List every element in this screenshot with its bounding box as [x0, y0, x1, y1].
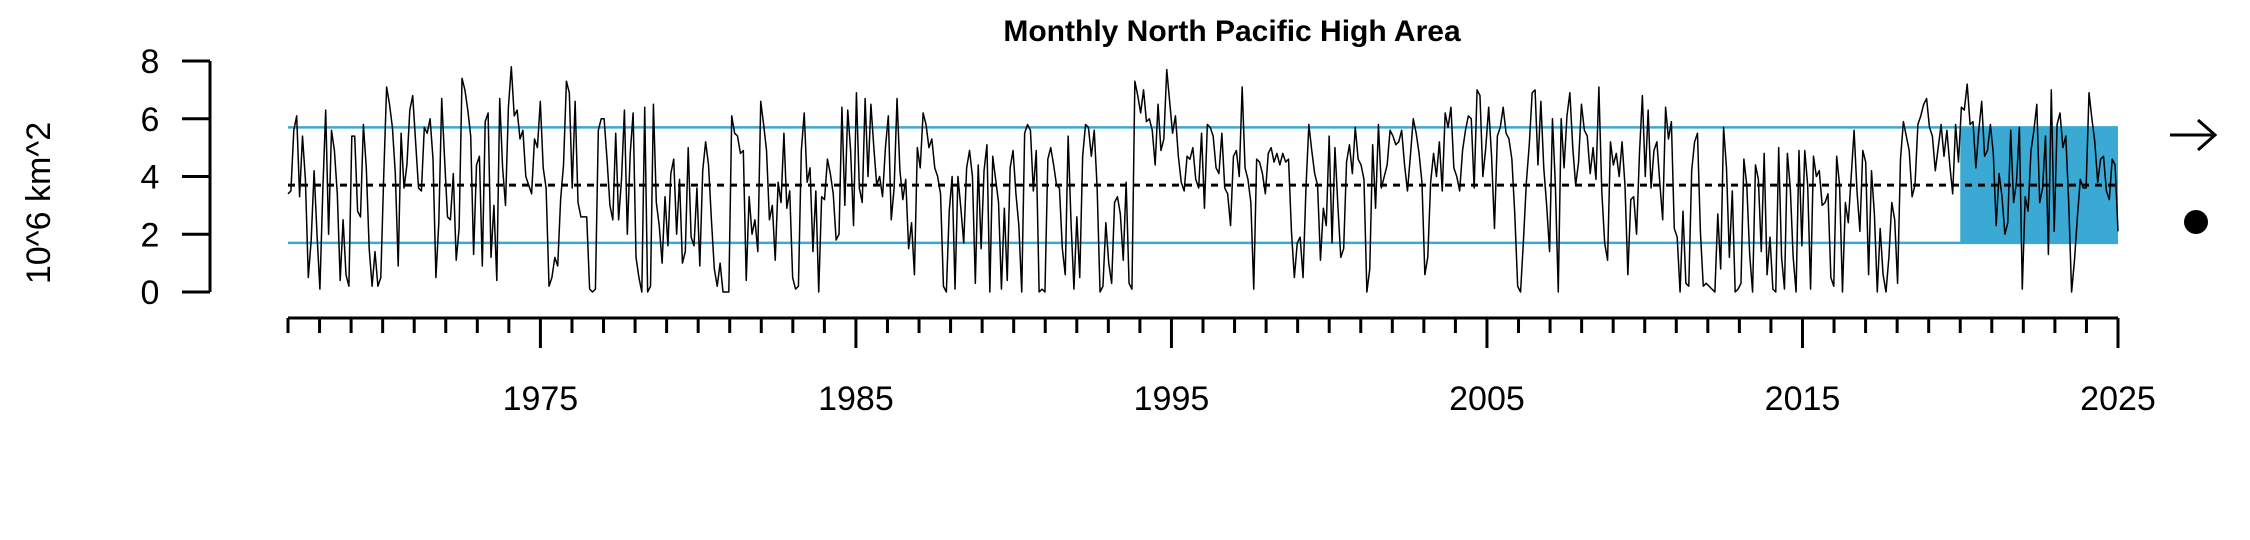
series-line: [287, 66, 2119, 293]
y-axis-label: 10^6 km^2: [20, 122, 58, 284]
plot-area: [287, 66, 2119, 293]
y-tick-label: 0: [141, 274, 160, 312]
filled-circle-icon: [2184, 210, 2208, 234]
x-tick-label: 1985: [818, 380, 894, 418]
x-tick-label: 2015: [1765, 380, 1841, 418]
y-tick-label: 6: [141, 101, 160, 139]
y-tick-label: 4: [141, 159, 160, 197]
y-axis: 0 2 4 6 8: [141, 43, 212, 312]
y-tick-label: 2: [141, 216, 160, 254]
y-tick-label: 8: [141, 43, 160, 81]
right-arrow-icon: [2170, 118, 2218, 152]
chart-title: Monthly North Pacific High Area: [1003, 15, 1461, 48]
x-tick-label: 1975: [503, 380, 579, 418]
x-tick-label: 1995: [1134, 380, 1210, 418]
x-axis: 1975 1985 1995 2005 2015 2025: [286, 316, 2156, 418]
x-tick-label: 2005: [1449, 380, 1525, 418]
x-tick-label: 2025: [2080, 380, 2156, 418]
